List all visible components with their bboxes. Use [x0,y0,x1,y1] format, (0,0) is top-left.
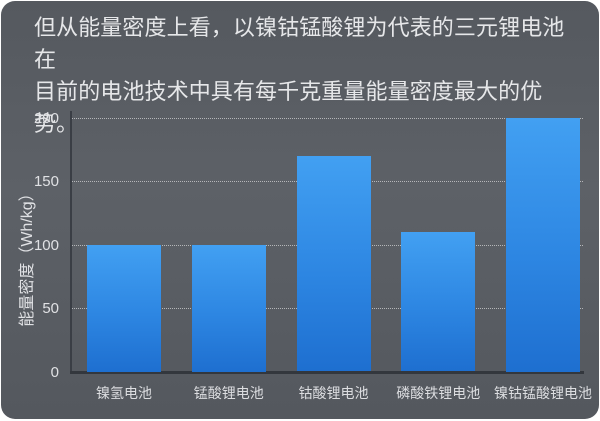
y-tick-label-150: 150 [33,173,59,191]
x-axis-label-钴酸锂电池: 钴酸锂电池 [298,385,369,401]
chart-bar-锰酸锂电池 [191,244,266,372]
y-tick-label-0: 0 [50,363,59,381]
chart-bar-镍氢电池 [87,244,161,372]
x-axis-label-镍钴锰酸锂电池: 镍钴锰酸锂电池 [494,385,592,401]
gridline-200 [71,118,583,119]
y-axis-line [70,111,72,373]
y-tick-label-50: 50 [42,300,59,318]
x-axis-label-镍氢电池: 镍氢电池 [96,385,152,401]
bar-chart: 能量密度（Wh/kg） 0 50 100 150 200 镍氢电池 锰酸锂电池 钴酸锂电池磷… [1,97,600,421]
x-axis-line [70,371,584,374]
chart-bar-镍钴锰酸锂电池 [506,118,580,372]
y-tick-label-200: 200 [33,110,59,127]
x-axis-label-磷酸铁锂电池: 磷酸铁锂电池 [396,385,481,401]
y-tick-label-100: 100 [33,236,59,254]
chart-bar-磷酸铁锂电池 [401,232,476,372]
header-line-1: 但从能量密度上看，以镍钴锰酸锂为代表的三元锂电池在 [34,15,565,72]
chart-bar-钴酸锂电池 [296,156,371,372]
x-axis-label-锰酸锂电池: 锰酸锂电池 [193,385,264,401]
